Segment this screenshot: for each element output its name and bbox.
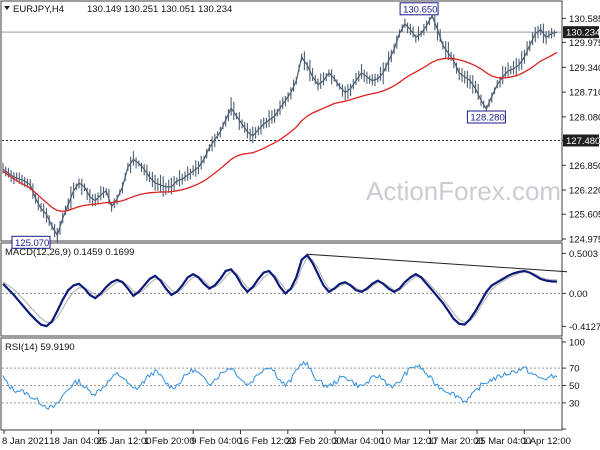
rsi-line: [2, 360, 558, 410]
rsi-tick-label: 30: [569, 398, 580, 409]
price-tick-label: 126.220: [569, 186, 600, 197]
price-tick-label: 124.975: [569, 235, 600, 246]
price-tick-label: 126.850: [569, 161, 600, 172]
macd-header: MACD(12,26,9) 0.1459 0.1699: [5, 247, 134, 258]
price-annotation-box: [11, 235, 51, 249]
macd-axis: 0.5003 0.00 -0.4127: [2, 249, 600, 333]
rsi-tick-label: 50: [569, 381, 580, 392]
macd-signal-line: [2, 257, 557, 324]
symbol-label: EURJPY,H4: [13, 4, 64, 15]
price-tick-label: 130.585: [569, 14, 600, 25]
rsi-plot: [2, 360, 558, 410]
rsi-tick-label: 70: [569, 364, 580, 375]
key-level-label: 127.480: [566, 136, 600, 147]
macd-trendline: [307, 253, 568, 273]
watermark: ActionForex.com: [366, 176, 561, 206]
last-price-tag: [563, 26, 599, 39]
moving-average-line: [2, 51, 558, 212]
key-level-tag: [563, 134, 599, 147]
price-tick-label: 128.710: [569, 88, 600, 99]
time-tick-label: 25 Jan 12:00: [97, 436, 152, 447]
price-panel-frame: [0, 0, 563, 242]
macd-tick-label: -0.4127: [569, 322, 600, 333]
last-price-label: 130.234: [566, 28, 600, 39]
price-annotation-box: [399, 2, 439, 16]
time-tick-label: 8 Jan 2021: [2, 436, 49, 447]
macd-plot: [2, 253, 568, 328]
time-tick-label: 18 Jan 04:00: [49, 436, 104, 447]
time-tick-label: 25 Mar 04:00: [475, 436, 531, 447]
time-tick-label: 9 Feb 04:00: [191, 436, 242, 447]
price-annotation-label: 128.280: [470, 113, 504, 124]
macd-tick-label: 0.5003: [569, 249, 598, 260]
price-annotation-label: 125.070: [15, 238, 49, 249]
rsi-header: RSI(14) 59.9190: [5, 342, 75, 353]
price-plot: [2, 11, 558, 244]
time-tick-label: 1 Feb 20:00: [144, 436, 195, 447]
price-annotation-label: 130.650: [403, 4, 437, 15]
price-axis: 130.585 129.975 129.340 128.710 128.080 127.4…: [562, 14, 600, 246]
price-annotations: 130.650 128.280 125.070: [11, 2, 506, 249]
price-levels: 127.480 130.234: [2, 26, 600, 147]
price-tick-label: 129.340: [569, 63, 600, 74]
price-tick-label: 129.975: [569, 38, 600, 49]
time-tick-label: 16 Feb 12:00: [239, 436, 295, 447]
price-annotation-box: [466, 110, 506, 124]
rsi-tick-label: 100: [569, 338, 585, 349]
rsi-axis: 100 70 50 30: [2, 338, 585, 430]
macd-panel-frame: [0, 242, 563, 337]
macd-tick-label: 0.00: [569, 289, 588, 300]
price-tick-label: 125.605: [569, 210, 600, 221]
rsi-panel-frame: [0, 337, 563, 431]
price-line: [2, 14, 558, 237]
time-tick-label: 17 Mar 20:00: [428, 436, 484, 447]
time-tick-label: 23 Feb 20:00: [286, 436, 342, 447]
price-tick-label: 128.080: [569, 112, 600, 123]
time-tick-label: 1 Apr 12:00: [522, 436, 571, 447]
time-tick-label: 10 Mar 12:00: [380, 436, 436, 447]
ohlc-values: 130.149 130.251 130.051 130.234: [87, 4, 232, 15]
collapse-arrow-icon[interactable]: [4, 6, 10, 10]
macd-line: [2, 253, 558, 328]
price-panel-header: EURJPY,H4 130.149 130.251 130.051 130.23…: [4, 4, 232, 15]
time-tick-label: 3 Mar 04:00: [333, 436, 384, 447]
